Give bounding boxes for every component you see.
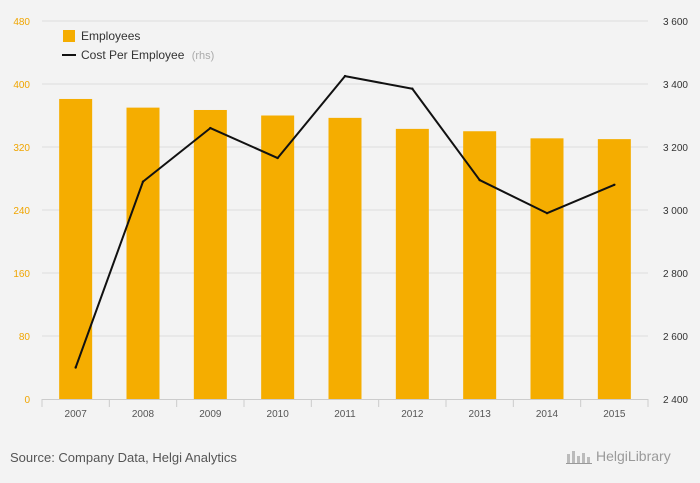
x-axis-tick-label: 2012 <box>401 409 424 420</box>
legend-label-cost-suffix: (rhs) <box>192 50 215 62</box>
employees-bar <box>261 115 295 399</box>
left-axis-tick-label: 160 <box>13 269 30 280</box>
left-axis-tick-label: 320 <box>13 143 30 154</box>
employees-bar <box>530 138 564 399</box>
cost-per-employee-point <box>343 74 347 78</box>
employees-bar <box>193 109 227 400</box>
combo-chart: 0 80 160 240 320 400 480 2 400 2 600 2 800 3 000 3… <box>13 17 688 420</box>
cost-per-employee-point <box>478 178 481 182</box>
legend-swatch-employees <box>63 30 75 42</box>
employees-bar <box>126 107 160 399</box>
left-axis-tick-label: 80 <box>19 332 31 343</box>
right-axis-tick-label: 3 600 <box>663 17 688 28</box>
employees-bars <box>59 98 631 400</box>
x-axis-tick-label: 2008 <box>132 409 155 420</box>
cost-per-employee-point <box>545 211 549 215</box>
left-axis-tick-label: 400 <box>13 80 30 91</box>
right-axis-tick-label: 3 200 <box>663 143 688 154</box>
x-axis-tick-label: 2015 <box>603 409 626 420</box>
x-axis-tick-label: 2007 <box>65 409 88 420</box>
cost-per-employee-point <box>613 183 616 186</box>
legend-label-employees: Employees <box>81 29 140 43</box>
employees-bar <box>395 128 429 399</box>
left-axis-tick-label: 0 <box>24 395 30 406</box>
cost-per-employee-point <box>276 156 279 160</box>
right-axis-tick-label: 2 400 <box>663 395 688 406</box>
cost-per-employee-line-group <box>74 74 616 369</box>
x-axis-tick-label: 2014 <box>536 409 559 420</box>
x-axis-tick-label: 2010 <box>267 409 290 420</box>
legend: Employees Cost Per Employee (rhs) <box>62 29 214 62</box>
right-axis-tick-label: 2 800 <box>663 269 688 280</box>
legend-label-cost-main: Cost Per Employee <box>81 48 185 62</box>
x-axis-tick-label: 2013 <box>469 409 492 420</box>
cost-per-employee-point <box>141 180 145 183</box>
cost-per-employee-point <box>74 366 77 369</box>
brand-logo[interactable]: HelgiLibrary <box>566 448 671 464</box>
legend-label-cost-per-employee: Cost Per Employee (rhs) <box>81 48 214 62</box>
source-note: Source: Company Data, Helgi Analytics <box>10 450 237 465</box>
cost-per-employee-point <box>411 87 414 90</box>
x-axis-tick-label: 2009 <box>199 409 222 420</box>
right-axis-tick-label: 3 400 <box>663 80 688 91</box>
right-axis-ticks: 2 400 2 600 2 800 3 000 3 200 3 400 3 600 <box>663 17 688 406</box>
library-icon <box>566 451 592 464</box>
brand-name: HelgiLibrary <box>596 448 671 464</box>
left-axis-tick-label: 240 <box>13 206 30 217</box>
x-axis-ticks: 2007 2008 2009 2010 2011 2012 2013 2014 2015 <box>41 399 649 420</box>
left-axis-tick-label: 480 <box>13 17 30 28</box>
employees-bar <box>328 117 362 400</box>
cost-per-employee-point <box>209 126 212 130</box>
employees-bar <box>597 139 631 399</box>
left-axis-ticks: 0 80 160 240 320 400 480 <box>13 17 30 406</box>
right-axis-tick-label: 2 600 <box>663 332 688 343</box>
employees-bar <box>59 98 93 400</box>
x-axis-tick-label: 2011 <box>334 409 356 420</box>
right-axis-tick-label: 3 000 <box>663 206 688 217</box>
employees-bar <box>463 131 497 399</box>
